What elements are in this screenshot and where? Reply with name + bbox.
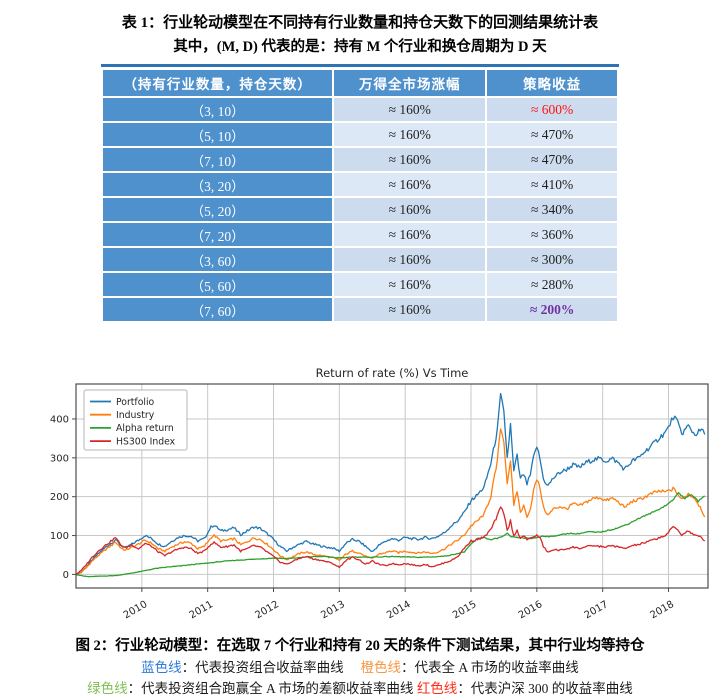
cell-strategy-return: ≈ 280% [487, 273, 617, 296]
legend-label: Alpha return [116, 423, 174, 434]
chart-legend-box [83, 389, 188, 451]
table-row: （5, 20） ≈ 160% ≈ 340% [103, 198, 617, 221]
x-tick-label: 2014 [385, 599, 413, 621]
table-row: （7, 20） ≈ 160% ≈ 360% [103, 223, 617, 246]
table-row: （3, 60） ≈ 160% ≈ 300% [103, 248, 617, 271]
col-header-pair: （持有行业数量，持仓天数） [103, 70, 333, 96]
table-row: （3, 10） ≈ 160% ≈ 600% [103, 98, 617, 121]
y-tick-label: 400 [50, 414, 69, 425]
cell-holding-pair: （5, 60） [103, 273, 333, 296]
x-tick-label: 2013 [319, 599, 347, 621]
series-line-hs300-index [76, 506, 706, 576]
cell-market-return: ≈ 160% [334, 223, 486, 246]
legend-color-label: 红色线 [416, 681, 458, 696]
cell-holding-pair: （5, 10） [103, 123, 333, 146]
cell-holding-pair: （3, 10） [103, 98, 333, 121]
cell-strategy-return: ≈ 470% [487, 148, 617, 171]
legend-color-label: 橙色线 [360, 660, 402, 675]
cell-strategy-return: ≈ 410% [487, 173, 617, 196]
table-row: （5, 60） ≈ 160% ≈ 280% [103, 273, 617, 296]
backtest-table-wrap: （持有行业数量，持仓天数） 万得全市场涨幅 策略收益 （3, 10） ≈ 160%… [101, 64, 619, 323]
color-legend-line2: 绿色线：代表投资组合跑赢全 A 市场的差额收益率曲线 红色线：代表沪深 300 … [0, 678, 720, 696]
chart-title: Return of rate (%) Vs Time [316, 366, 469, 380]
legend-description-text: ：代表全 A 市场的收益率曲线 [401, 660, 579, 675]
cell-holding-pair: （7, 60） [103, 298, 333, 321]
cell-market-return: ≈ 160% [334, 173, 486, 196]
legend-color-label: 蓝色线 [141, 660, 182, 675]
legend-description-text [344, 660, 361, 675]
cell-strategy-return: ≈ 360% [487, 223, 617, 246]
table-header: （持有行业数量，持仓天数） 万得全市场涨幅 策略收益 [103, 70, 617, 96]
legend-label: HS300 Index [116, 436, 176, 447]
table-title-line1: 表 1：行业轮动模型在不同持有行业数量和持仓天数下的回测结果统计表 [121, 15, 599, 31]
table-row: （7, 60） ≈ 160% ≈ 200% [103, 298, 617, 321]
table-row: （7, 10） ≈ 160% ≈ 470% [103, 148, 617, 171]
cell-strategy-return: ≈ 600% [487, 98, 617, 121]
cell-market-return: ≈ 160% [334, 248, 486, 271]
series-line-industry [76, 428, 706, 576]
x-tick-label: 2018 [648, 599, 676, 621]
legend-description-text: ：代表投资组合收益率曲线 [181, 660, 344, 675]
cell-holding-pair: （5, 20） [103, 198, 333, 221]
table-title-line2: 其中，(M, D) 代表的是：持有 M 个行业和换仓周期为 D 天 [173, 39, 547, 55]
y-tick-label: 0 [63, 570, 69, 581]
cell-strategy-return: ≈ 200% [487, 298, 617, 321]
cell-strategy-return: ≈ 300% [487, 248, 617, 271]
x-tick-label: 2016 [517, 599, 545, 621]
series-line-alpha-return [76, 491, 706, 578]
cell-strategy-return: ≈ 470% [487, 123, 617, 146]
x-tick-label: 2010 [122, 599, 150, 621]
cell-market-return: ≈ 160% [334, 148, 486, 171]
x-tick-label: 2012 [253, 599, 281, 621]
cell-market-return: ≈ 160% [334, 123, 486, 146]
cell-market-return: ≈ 160% [334, 273, 486, 296]
cell-strategy-return: ≈ 340% [487, 198, 617, 221]
cell-holding-pair: （3, 20） [103, 173, 333, 196]
series-line-portfolio [76, 392, 706, 576]
x-tick-label: 2017 [583, 599, 611, 621]
cell-market-return: ≈ 160% [334, 198, 486, 221]
col-header-market: 万得全市场涨幅 [334, 70, 486, 96]
figure-caption: 图 2：行业轮动模型：在选取 7 个行业和持有 20 天的条件下测试结果，其中行… [75, 638, 645, 654]
plot-frame [75, 383, 709, 589]
cell-holding-pair: （7, 20） [103, 223, 333, 246]
x-tick-label: 2015 [451, 599, 479, 621]
table-body: （3, 10） ≈ 160% ≈ 600% （5, 10） ≈ 160% ≈ 470% （7… [103, 98, 617, 321]
legend-color-label: 绿色线 [87, 681, 128, 696]
y-tick-label: 100 [50, 531, 69, 542]
returns-line-chart: 0 100 200 300 400 2010 2011 2012 2013 2014 2015 201… [50, 366, 709, 621]
y-tick-label: 200 [50, 492, 69, 503]
cell-market-return: ≈ 160% [334, 298, 486, 321]
cell-market-return: ≈ 160% [334, 98, 486, 121]
cell-holding-pair: （7, 10） [103, 148, 333, 171]
legend-description-text: ：代表沪深 300 的收益率曲线 [457, 681, 633, 696]
legend-label: Industry [116, 410, 155, 421]
x-tick-label: 2011 [188, 599, 216, 621]
table-header-row: （持有行业数量，持仓天数） 万得全市场涨幅 策略收益 [103, 70, 617, 96]
legend-description-text: ：代表投资组合跑赢全 A 市场的差额收益率曲线 [127, 681, 417, 696]
table-row: （5, 10） ≈ 160% ≈ 470% [103, 123, 617, 146]
table-top-border [101, 64, 619, 67]
y-tick-label: 300 [50, 453, 69, 464]
backtest-table: （持有行业数量，持仓天数） 万得全市场涨幅 策略收益 （3, 10） ≈ 160%… [101, 68, 619, 323]
col-header-strategy: 策略收益 [487, 70, 617, 96]
legend-label: Portfolio [116, 397, 155, 408]
cell-holding-pair: （3, 60） [103, 248, 333, 271]
table-row: （3, 20） ≈ 160% ≈ 410% [103, 173, 617, 196]
color-legend-line1: 蓝色线：代表投资组合收益率曲线 橙色线：代表全 A 市场的收益率曲线 [0, 657, 720, 678]
